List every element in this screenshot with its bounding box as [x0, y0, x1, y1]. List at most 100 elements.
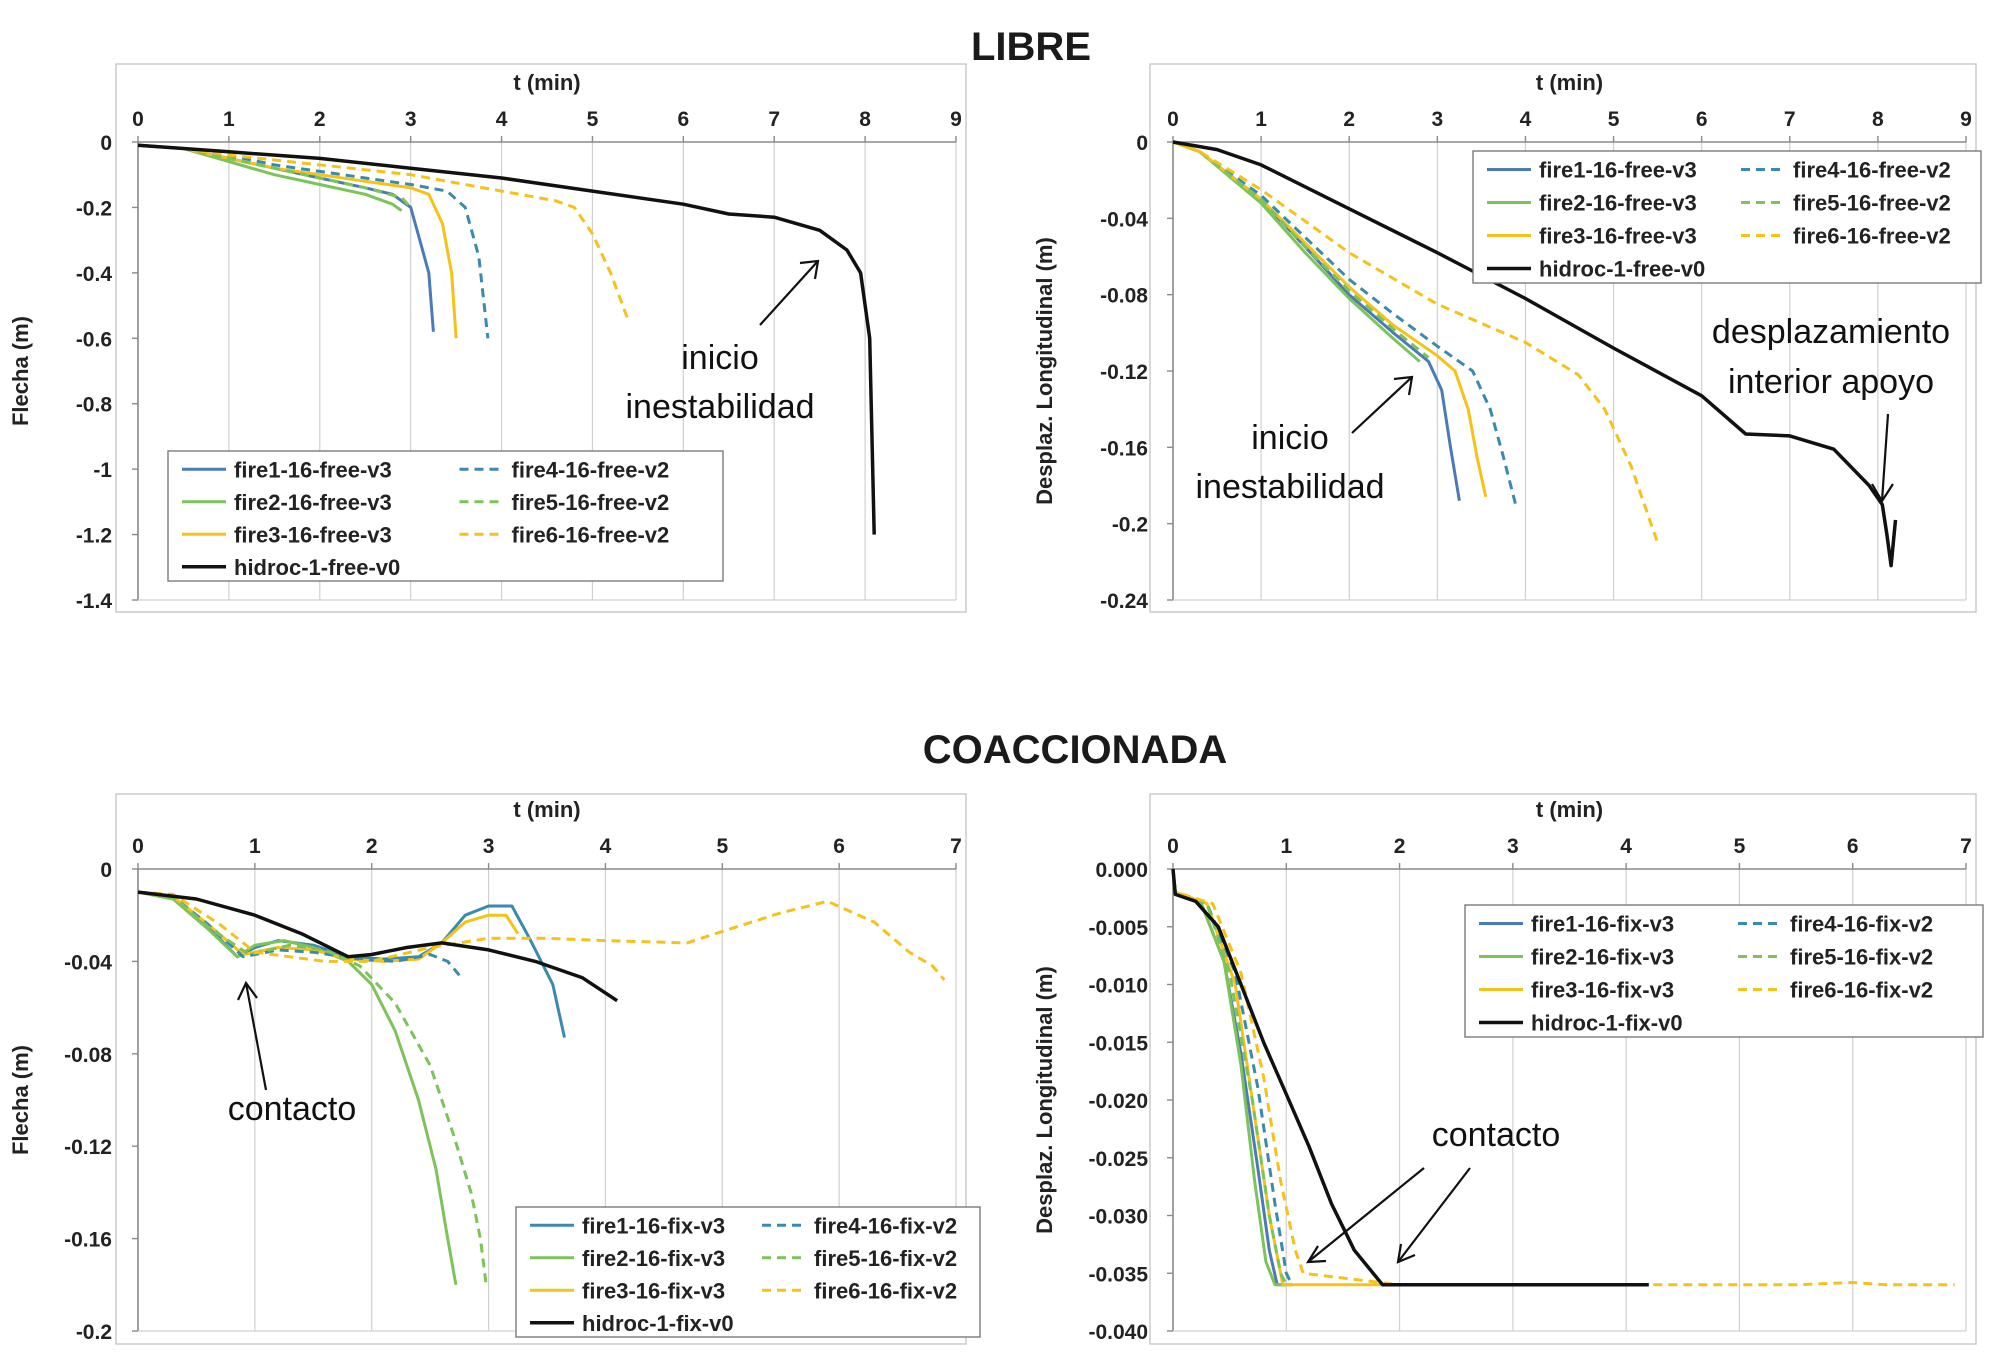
y-tick-label: -1.2	[76, 525, 112, 548]
y-tick-label: -0.12	[64, 1136, 112, 1159]
legend-label: fire5-16-fix-v2	[814, 1246, 957, 1271]
legend-label: fire2-16-free-v3	[1539, 191, 1697, 216]
annotation-c3: contacto	[228, 980, 357, 1128]
legend-label: hidroc-1-free-v0	[1539, 257, 1705, 282]
annotation-c2-arrowhead2	[1871, 483, 1894, 504]
series-line-fire4-16-free-v2	[1172, 140, 1519, 509]
annotation-c2-arrow2	[1880, 413, 1890, 502]
series-line-fire4-16-fix-v2	[1171, 868, 1294, 1286]
section-title-libre: LIBRE	[971, 25, 1091, 69]
legend: fire1-16-free-v3 fire2-16-free-v3 fire3-16…	[167, 450, 724, 582]
series-line-fire5-16-fix-v2	[1171, 868, 1288, 1286]
annotation-c3-arrow	[244, 982, 268, 1091]
x-tick-label: 9	[950, 108, 962, 131]
series-line-fire6-16-fix-v2	[1171, 868, 1955, 1287]
y-tick-label: 0	[1136, 132, 1148, 155]
annotation-c4: contacto	[1305, 1116, 1561, 1264]
x-tick-label: 3	[405, 108, 417, 131]
y-tick-label: 0.000	[1095, 859, 1148, 882]
series-line-fire6-16-free-v2	[137, 143, 631, 323]
x-tick-label: 0	[1167, 108, 1179, 131]
series-line-hidroc-1-free-v0	[137, 143, 876, 535]
x-tick-label: 1	[223, 108, 235, 131]
annotation-c1-line2: inestabilidad	[625, 388, 814, 426]
x-tick-label: 3	[1507, 835, 1519, 858]
series-line-hidroc-1-free-v0	[1172, 140, 1898, 568]
x-tick-label: 7	[1960, 835, 1972, 858]
x-tick-label: 2	[314, 108, 326, 131]
legend-label: fire1-16-fix-v3	[1531, 912, 1674, 937]
annotation-c3-text: contacto	[228, 1090, 357, 1128]
legend-label: hidroc-1-free-v0	[234, 555, 400, 580]
x-tick-label: 6	[677, 108, 689, 131]
x-tick-label: 4	[600, 835, 612, 858]
series-line-fire6-16-free-v2	[1172, 140, 1660, 544]
annotation-c2-line4: interior apoyo	[1728, 363, 1934, 401]
x-tick-label: 5	[587, 108, 599, 131]
annotation-c4-text: contacto	[1432, 1116, 1561, 1154]
legend-label: fire2-16-fix-v3	[1531, 945, 1674, 970]
legend-label: fire5-16-free-v2	[1793, 191, 1951, 216]
series-line-hidroc-1-fix-v0	[137, 890, 619, 1003]
annotation-c4-arrow1	[1307, 1167, 1425, 1263]
y-tick-label: -0.2	[1112, 514, 1148, 537]
y-tick-label: -0.020	[1088, 1090, 1148, 1113]
y-axis-title: Flecha (m)	[8, 316, 33, 426]
y-axis-title: Desplaz. Longitudinal (m)	[1032, 237, 1057, 505]
y-tick-label: 0	[100, 859, 112, 882]
x-tick-label: 4	[1520, 108, 1532, 131]
y-tick-label: -0.030	[1088, 1206, 1148, 1229]
annotation-c2-desplazamiento: desplazamiento interior apoyo	[1712, 313, 1950, 504]
y-tick-label: -0.24	[1100, 590, 1148, 613]
legend-label: fire5-16-free-v2	[512, 490, 670, 515]
x-tick-label: 5	[1608, 108, 1620, 131]
x-tick-label: 6	[833, 835, 845, 858]
y-tick-label: -0.2	[76, 1321, 112, 1344]
series-line-fire6-16-fix-v2	[137, 890, 946, 981]
chart-frame	[1149, 63, 1977, 613]
y-tick-label: -0.2	[76, 197, 112, 220]
legend-label: fire6-16-free-v2	[1793, 224, 1951, 249]
legend-label: fire6-16-fix-v2	[1790, 978, 1933, 1003]
chart-coaccionada-flecha: 0 1 2 3 4 5 6 7 t (min) 0 -0.04 -0.08 -0.12 -0.16 -0.2…	[8, 793, 981, 1345]
legend-label: hidroc-1-fix-v0	[582, 1311, 734, 1336]
y-axis-title: Desplaz. Longitudinal (m)	[1032, 966, 1057, 1234]
x-tick-label: 6	[1847, 835, 1859, 858]
legend-label: fire6-16-free-v2	[512, 522, 670, 547]
chart-frame	[1149, 793, 1977, 1345]
y-tick-label: -0.12	[1100, 361, 1148, 384]
x-tick-label: 5	[716, 835, 728, 858]
legend-label: fire2-16-free-v3	[234, 490, 392, 515]
legend-label: hidroc-1-fix-v0	[1531, 1011, 1683, 1036]
legend-label: fire4-16-free-v2	[1793, 158, 1951, 183]
chart-libre-desplazamiento: 0 1 2 3 4 5 6 7 8 9 t (min) 0 -0.04 -0.08 -0.12 -0.16 -0…	[1032, 63, 1982, 613]
annotation-c2-line2: inestabilidad	[1195, 468, 1384, 506]
chart-libre-flecha: 0 1 2 3 4 5 6 7 8 9 t (min) 0 -0.2 -0.4 -0.6 -0.8 -1 -1.2…	[8, 63, 967, 613]
x-tick-label: 0	[132, 108, 144, 131]
legend-label: fire1-16-free-v3	[234, 457, 392, 482]
annotation-c4-arrowhead2	[1396, 1243, 1416, 1264]
y-tick-label: -0.005	[1088, 917, 1148, 940]
legend-box	[1472, 150, 1982, 284]
x-tick-label: 2	[366, 835, 378, 858]
annotation-c2-line1: inicio	[1251, 419, 1328, 457]
legend-box	[1464, 904, 1984, 1038]
x-tick-label: 1	[1280, 835, 1292, 858]
y-tick-label: -0.025	[1088, 1148, 1148, 1171]
y-tick-label: -0.04	[1100, 208, 1148, 231]
x-tick-label: 8	[1872, 108, 1884, 131]
legend-label: fire4-16-fix-v2	[1790, 912, 1933, 937]
x-tick-label: 8	[859, 108, 871, 131]
y-tick-label: -0.04	[64, 951, 112, 974]
y-tick-label: -0.08	[64, 1044, 112, 1067]
annotation-c1: inicio inestabilidad	[625, 259, 820, 426]
legend: fire1-16-fix-v3 fire2-16-fix-v3 fire3-16-f…	[1464, 904, 1984, 1038]
y-tick-label: -0.040	[1088, 1321, 1148, 1344]
x-tick-label: 5	[1734, 835, 1746, 858]
legend-label: fire5-16-fix-v2	[1790, 945, 1933, 970]
chart-frame	[115, 793, 967, 1345]
x-tick-label: 7	[950, 835, 962, 858]
y-tick-label: -0.035	[1088, 1263, 1148, 1286]
y-tick-label: -0.08	[1100, 285, 1148, 308]
